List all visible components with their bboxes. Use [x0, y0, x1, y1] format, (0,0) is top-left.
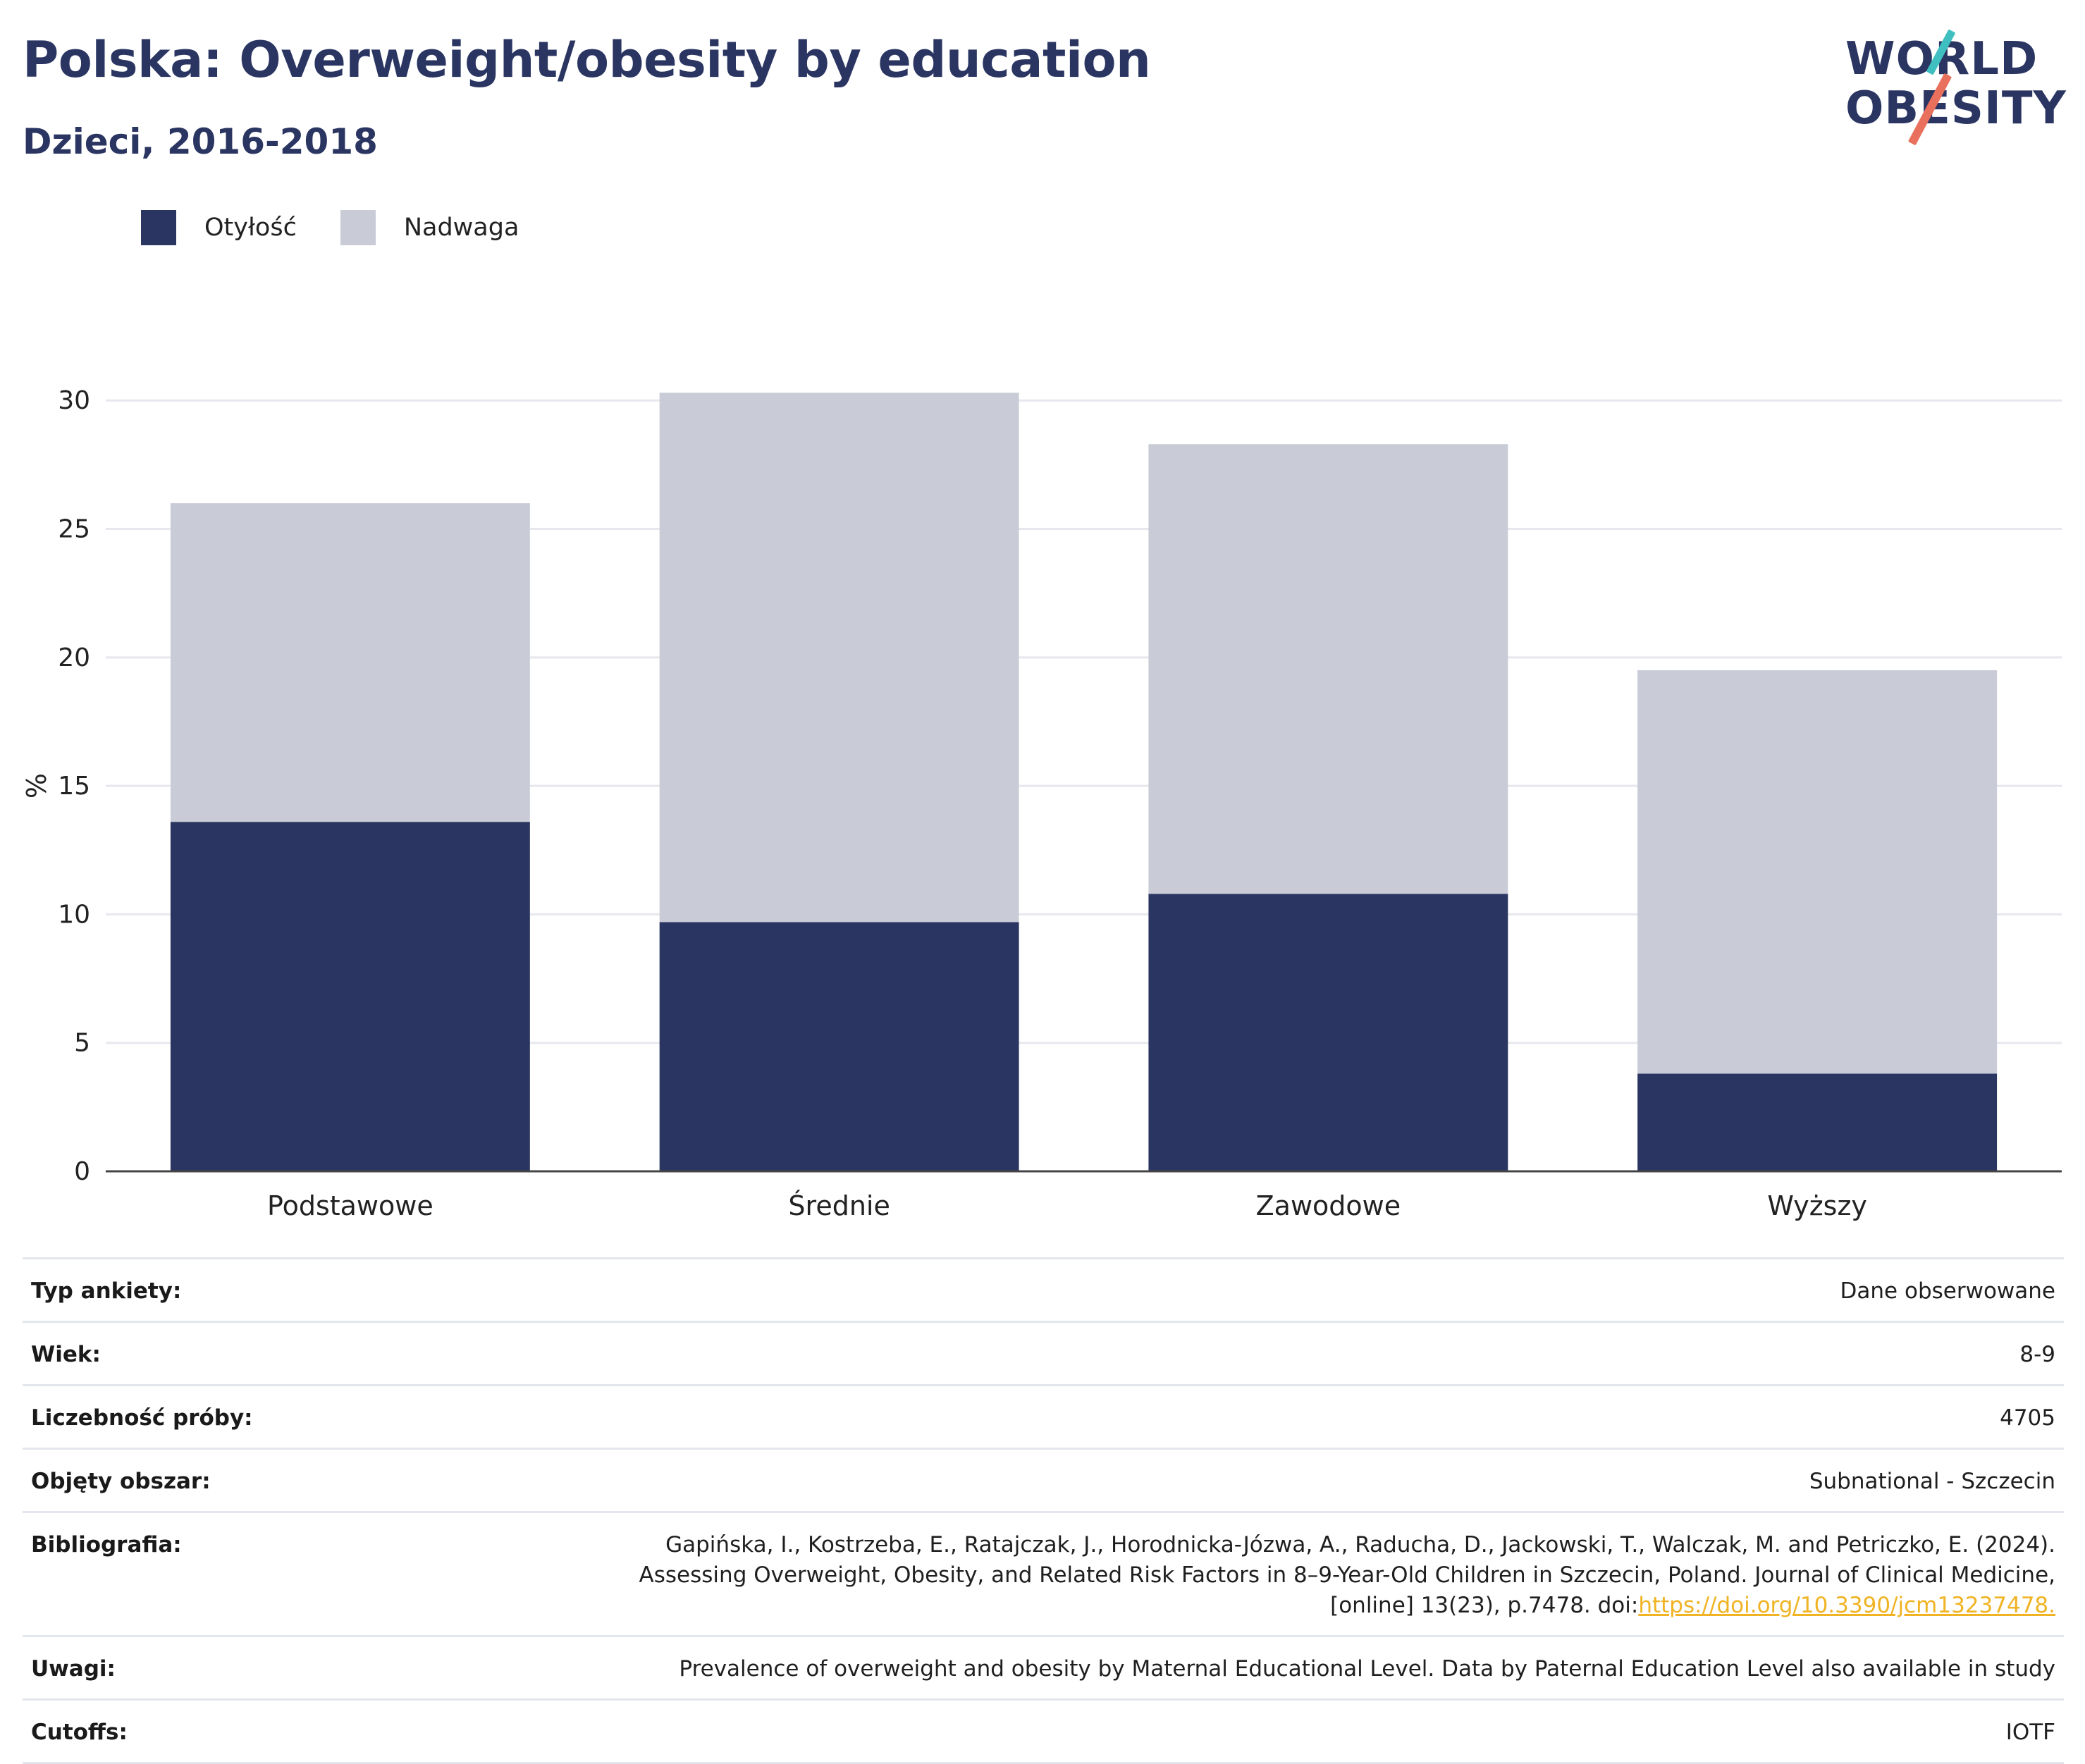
info-key: Objęty obszar:: [31, 1469, 211, 1494]
info-key: Wiek:: [31, 1342, 101, 1367]
chart-title: Polska: Overweight/obesity by education: [23, 31, 1151, 89]
legend-label-obesity: Otyłość: [204, 214, 297, 242]
y-axis-title: %: [21, 773, 52, 798]
info-key: Typ ankiety:: [31, 1278, 182, 1304]
y-tick-label: 20: [58, 643, 90, 672]
info-key: Liczebność próby:: [31, 1405, 253, 1431]
info-row: Typ ankiety: Dane obserwowane: [23, 1257, 2064, 1321]
world-obesity-logo: WORLD OBESITY: [1833, 21, 2072, 148]
bar-obesity: [1637, 1073, 1998, 1171]
info-value: 8-9: [2019, 1340, 2055, 1370]
bar-obesity: [1148, 894, 1508, 1171]
x-tick-label: Podstawowe: [267, 1190, 433, 1221]
legend-swatch-obesity: [141, 210, 176, 245]
legend-item-overweight[interactable]: Nadwaga: [340, 210, 519, 245]
bar-overweight: [170, 503, 530, 822]
info-key: Cutoffs:: [31, 1720, 128, 1745]
info-value: Prevalence of overweight and obesity by …: [679, 1654, 2055, 1684]
info-row: Cutoffs: IOTF: [23, 1698, 2064, 1764]
x-tick-label: Średnie: [788, 1190, 890, 1221]
info-value: Subnational - Szczecin: [1809, 1467, 2055, 1497]
doi-link[interactable]: https://doi.org/10.3390/jcm13237478.: [1638, 1593, 2055, 1618]
bar-obesity: [659, 922, 1019, 1171]
y-tick-label: 0: [74, 1157, 90, 1186]
info-value-text: 8-9: [2019, 1342, 2055, 1367]
chart-subtitle: Dzieci, 2016-2018: [23, 121, 378, 162]
stacked-bar-chart: 0 5 10 15 20 25 30% Podstawowe Średnie Zawodowe Wy…: [21, 386, 2062, 1221]
legend-swatch-overweight: [340, 210, 376, 245]
y-tick-label: 10: [58, 900, 90, 929]
info-value-text: Prevalence of overweight and obesity by …: [679, 1656, 2055, 1682]
info-table: Typ ankiety: Dane obserwowane Wiek: 8-9 Licz…: [23, 1257, 2064, 1764]
bars: [170, 393, 1998, 1171]
bar-overweight: [1637, 670, 1998, 1074]
info-value-text: Dane obserwowane: [1840, 1278, 2055, 1304]
x-tick-label: Wyższy: [1767, 1190, 1867, 1221]
x-tick-label: Zawodowe: [1256, 1190, 1401, 1221]
bar-overweight: [659, 393, 1019, 923]
legend-item-obesity[interactable]: Otyłość: [141, 210, 297, 245]
y-tick-label: 5: [74, 1029, 90, 1058]
info-value-text: 4705: [2000, 1405, 2055, 1431]
info-value-text: Gapińska, I., Kostrzeba, E., Ratajczak, …: [639, 1532, 2055, 1618]
info-value-text: Subnational - Szczecin: [1809, 1469, 2055, 1494]
info-key: Bibliografia:: [31, 1532, 182, 1558]
info-value: IOTF: [2006, 1717, 2055, 1748]
bar-overweight: [1148, 444, 1508, 894]
legend: Otyłość Nadwaga: [141, 210, 562, 245]
info-value: Gapińska, I., Kostrzeba, E., Ratajczak, …: [575, 1530, 2055, 1621]
info-row: Objęty obszar: Subnational - Szczecin: [23, 1448, 2064, 1511]
info-row: Wiek: 8-9: [23, 1321, 2064, 1384]
info-row: Bibliografia: Gapińska, I., Kostrzeba, E.…: [23, 1511, 2064, 1635]
info-row: Liczebność próby: 4705: [23, 1384, 2064, 1448]
info-value: Dane obserwowane: [1840, 1276, 2055, 1307]
y-tick-label: 25: [58, 515, 90, 544]
y-tick-label: 15: [58, 772, 90, 801]
info-value-text: IOTF: [2005, 1720, 2055, 1745]
info-key: Uwagi:: [31, 1656, 116, 1682]
info-value: 4705: [2000, 1403, 2055, 1433]
bar-obesity: [170, 822, 530, 1171]
axes: 0 5 10 15 20 25 30% Podstawowe Średnie Zawodowe Wy…: [21, 386, 2062, 1221]
legend-label-overweight: Nadwaga: [403, 214, 519, 242]
logo-word-obesity: OBESITY: [1845, 82, 2067, 135]
y-tick-label: 30: [58, 386, 90, 415]
info-row: Uwagi: Prevalence of overweight and obesi…: [23, 1635, 2064, 1698]
